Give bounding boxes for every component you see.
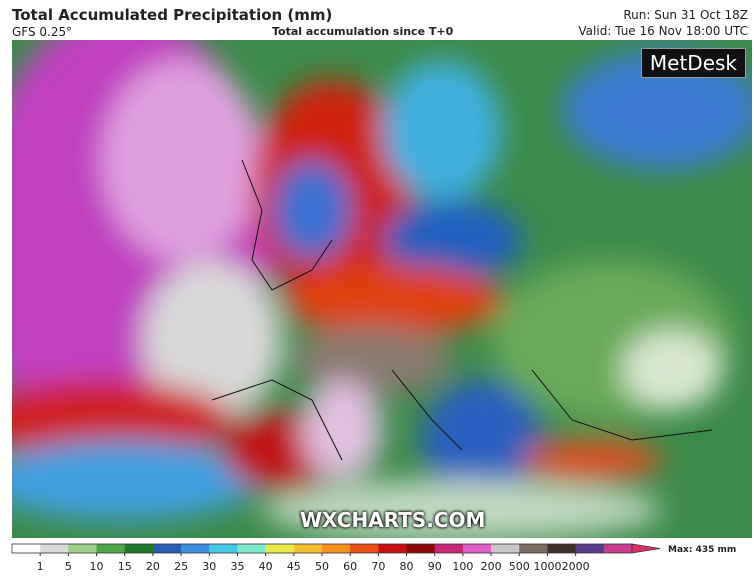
colorbar-segment	[350, 544, 379, 553]
colorbar-segment	[519, 544, 548, 553]
colorbar-label: 200	[481, 560, 502, 573]
colorbar-segment	[209, 544, 238, 553]
colorbar-segment	[547, 544, 577, 553]
colorbar-segment	[322, 544, 351, 553]
colorbar-label: 10	[90, 560, 104, 573]
colorbar-segment	[293, 544, 323, 553]
colorbar-segment	[434, 544, 464, 553]
precip-field	[12, 40, 752, 538]
map	[12, 40, 752, 538]
model: GFS 0.25°	[12, 25, 73, 39]
colorbar-label: 60	[343, 560, 357, 573]
colorbar-segment	[124, 544, 154, 553]
colorbar-label: 40	[259, 560, 273, 573]
colorbar-label: 30	[202, 560, 216, 573]
colorbar-segment	[265, 544, 295, 553]
logo: MetDesk	[640, 48, 746, 78]
colorbar-label: 45	[287, 560, 301, 573]
colorbar-segment	[491, 544, 520, 553]
colorbar-label: 20	[146, 560, 160, 573]
max-label: Max: 435 mm	[668, 545, 736, 555]
colorbar-label: 1000	[533, 560, 561, 573]
colorbar-label: 15	[118, 560, 132, 573]
colorbar-segment	[462, 544, 492, 553]
colorbar-segment	[378, 544, 408, 553]
valid: Valid: Tue 16 Nov 18:00 UTC	[578, 24, 748, 38]
colorbar-segment	[181, 544, 210, 553]
colorbar-label: 90	[428, 560, 442, 573]
colorbar-segment	[603, 544, 633, 553]
title: Total Accumulated Precipitation (mm)	[12, 6, 333, 24]
colorbar-segment	[237, 544, 267, 553]
watermark: WXCHARTS.COM	[300, 508, 486, 532]
colorbar-segment	[96, 544, 126, 553]
subtitle: Total accumulation since T+0	[272, 25, 454, 38]
coastlines	[211, 159, 713, 461]
colorbar-label: 5	[65, 560, 72, 573]
colorbar-label: 500	[509, 560, 530, 573]
colorbar-label: 70	[371, 560, 385, 573]
colorbar-segment	[68, 544, 98, 553]
colorbar: 1 5 10 15 20 25 30 35 40 45 50 60 70 80 90 100 200 500 100…	[11, 543, 736, 573]
colorbar-segment	[40, 544, 69, 553]
colorbar-label: 50	[315, 560, 329, 573]
colorbar-label: 1	[37, 560, 44, 573]
colorbar-label: 35	[230, 560, 244, 573]
colorbar-label: 25	[174, 560, 188, 573]
run: Run: Sun 31 Oct 18Z	[623, 8, 748, 22]
colorbar-segment	[12, 544, 41, 553]
colorbar-label: 2000	[562, 560, 590, 573]
colorbar-segment	[152, 544, 182, 553]
colorbar-arrow	[631, 543, 661, 554]
colorbar-segment	[406, 544, 436, 553]
colorbar-segment	[575, 544, 605, 553]
colorbar-label: 80	[400, 560, 414, 573]
colorbar-label: 100	[452, 560, 473, 573]
